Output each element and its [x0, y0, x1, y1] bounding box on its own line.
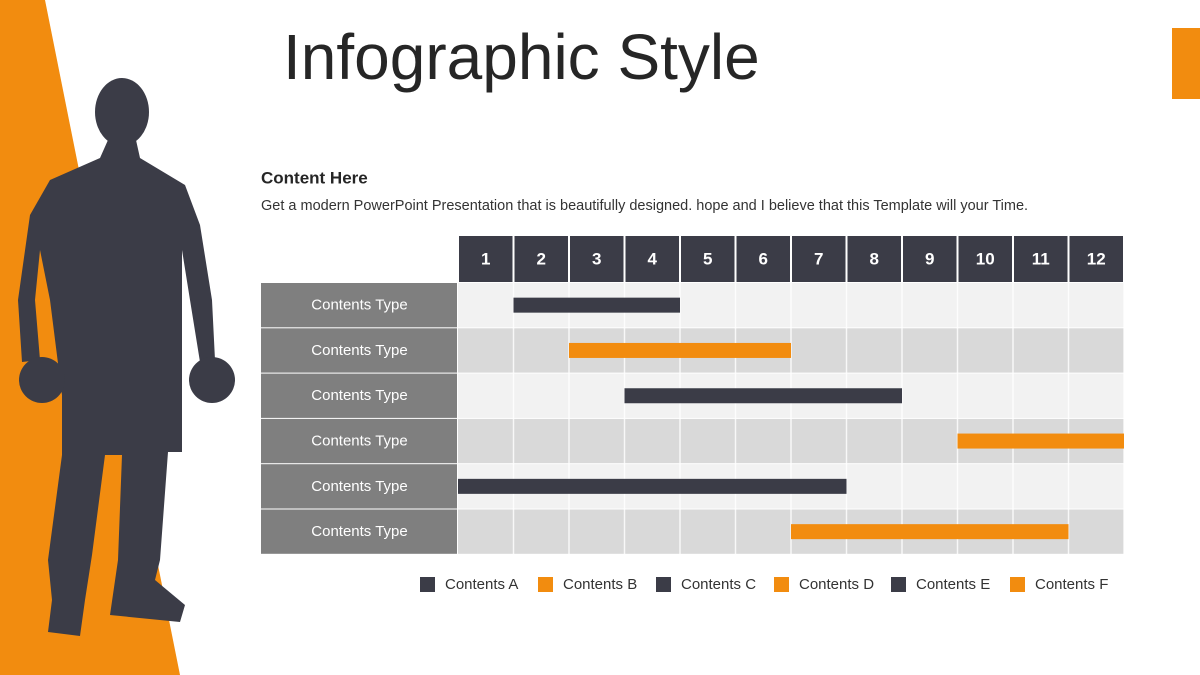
header-cell: [681, 236, 735, 282]
x-tick-label: 4: [648, 249, 658, 268]
x-tick-label: 6: [759, 249, 768, 268]
row-label-cell: [261, 509, 457, 554]
gantt-bar: [458, 478, 847, 494]
legend-swatch: [774, 577, 789, 592]
row-label-cell: [261, 418, 457, 464]
x-tick-label: 3: [592, 249, 601, 268]
x-tick-label: 2: [537, 249, 546, 268]
header-cell: [1069, 236, 1123, 282]
header-cell: [736, 236, 790, 282]
gantt-bar: [791, 524, 1069, 540]
x-tick-label: 7: [814, 249, 823, 268]
row-label-cell: [261, 283, 457, 328]
header-cell: [792, 236, 846, 282]
row-label: Contents Type: [311, 387, 407, 404]
gantt-bar: [957, 433, 1124, 449]
content-text: Get a modern PowerPoint Presentation tha…: [261, 198, 1028, 214]
legend-label: Contents B: [563, 576, 637, 593]
gantt-bar: [624, 388, 902, 404]
row-label: Contents Type: [311, 478, 407, 495]
x-tick-label: 1: [481, 249, 490, 268]
x-tick-label: 12: [1087, 249, 1106, 268]
gantt-chart: Contents Type Contents Type Contents Type C…: [261, 236, 1125, 593]
legend-label: Contents A: [445, 576, 518, 593]
content-heading: Content Here: [261, 168, 368, 187]
x-tick-label: 11: [1032, 249, 1050, 268]
row-label: Contents Type: [311, 342, 407, 359]
header-cell: [958, 236, 1012, 282]
row-label: Contents Type: [311, 433, 407, 450]
legend-swatch: [891, 577, 906, 592]
legend-swatch: [420, 577, 435, 592]
header-cell: [903, 236, 957, 282]
silhouette: [18, 78, 235, 636]
legend-label: Contents E: [916, 576, 990, 593]
row-label: Contents Type: [311, 297, 407, 314]
slide-title: Infographic Style: [283, 21, 760, 93]
gantt-bar: [513, 297, 680, 313]
row-label-cell: [261, 373, 457, 418]
accent-tab: [1172, 28, 1200, 99]
header-cell: [1014, 236, 1068, 282]
row-label-cell: [261, 328, 457, 373]
header-cell: [459, 236, 513, 282]
row-label: Contents Type: [311, 523, 407, 540]
x-tick-label: 10: [976, 249, 995, 268]
header-cell: [570, 236, 624, 282]
gantt-bar: [569, 342, 791, 358]
legend-swatch: [1010, 577, 1025, 592]
legend-label: Contents C: [681, 576, 756, 593]
legend-swatch: [656, 577, 671, 592]
legend-swatch: [538, 577, 553, 592]
row-label-cell: [261, 464, 457, 509]
header-cell: [847, 236, 901, 282]
x-tick-label: 5: [703, 249, 712, 268]
header-cell: [625, 236, 679, 282]
legend-label: Contents F: [1035, 576, 1108, 593]
legend-label: Contents D: [799, 576, 874, 593]
x-tick-label: 8: [870, 249, 879, 268]
header-cell: [514, 236, 568, 282]
x-tick-label: 9: [925, 249, 934, 268]
